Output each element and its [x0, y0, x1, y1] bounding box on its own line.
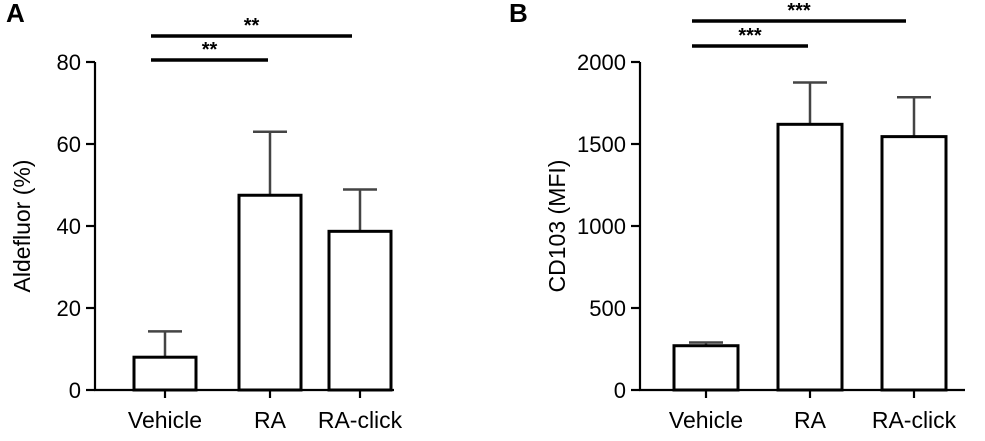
y-tick-label: 0	[69, 378, 81, 403]
bar	[132, 355, 198, 392]
bar	[880, 135, 948, 392]
y-tick-label: 1500	[577, 132, 626, 157]
bar	[776, 122, 844, 392]
panel-letter: A	[6, 0, 25, 28]
chart-panel-a: A Aldefluor (%) 0 20 40 60 80 Vehicle RA RA-click…	[6, 0, 403, 433]
x-tick-label: RA	[254, 407, 287, 433]
y-axis-title: CD103 (MFI)	[544, 160, 570, 293]
bar	[237, 193, 303, 392]
y-axis-title: Aldefluor (%)	[9, 160, 35, 293]
y-tick-label: 20	[57, 296, 81, 321]
x-tick-label: RA-click	[318, 407, 403, 433]
bar	[672, 344, 740, 392]
y-tick-label: 500	[589, 296, 626, 321]
x-tick-label: Vehicle	[669, 407, 743, 433]
x-tick-label: Vehicle	[128, 407, 202, 433]
significance-label: **	[244, 15, 260, 37]
y-tick-label: 1000	[577, 214, 626, 239]
chart-panel-b: B CD103 (MFI) 0 500 1000 1500 2000 Vehicle RA RA-…	[509, 0, 965, 433]
y-tick-label: 0	[614, 378, 626, 403]
significance-label: ***	[787, 0, 811, 22]
y-tick-label: 80	[57, 50, 81, 75]
significance-label: ***	[738, 25, 762, 47]
significance-label: **	[202, 39, 218, 61]
x-tick-label: RA-click	[872, 407, 957, 433]
panel-letter: B	[509, 0, 528, 28]
y-tick-label: 60	[57, 132, 81, 157]
bar	[327, 229, 393, 392]
x-tick-label: RA	[794, 407, 827, 433]
y-tick-label: 40	[57, 214, 81, 239]
y-tick-label: 2000	[577, 50, 626, 75]
